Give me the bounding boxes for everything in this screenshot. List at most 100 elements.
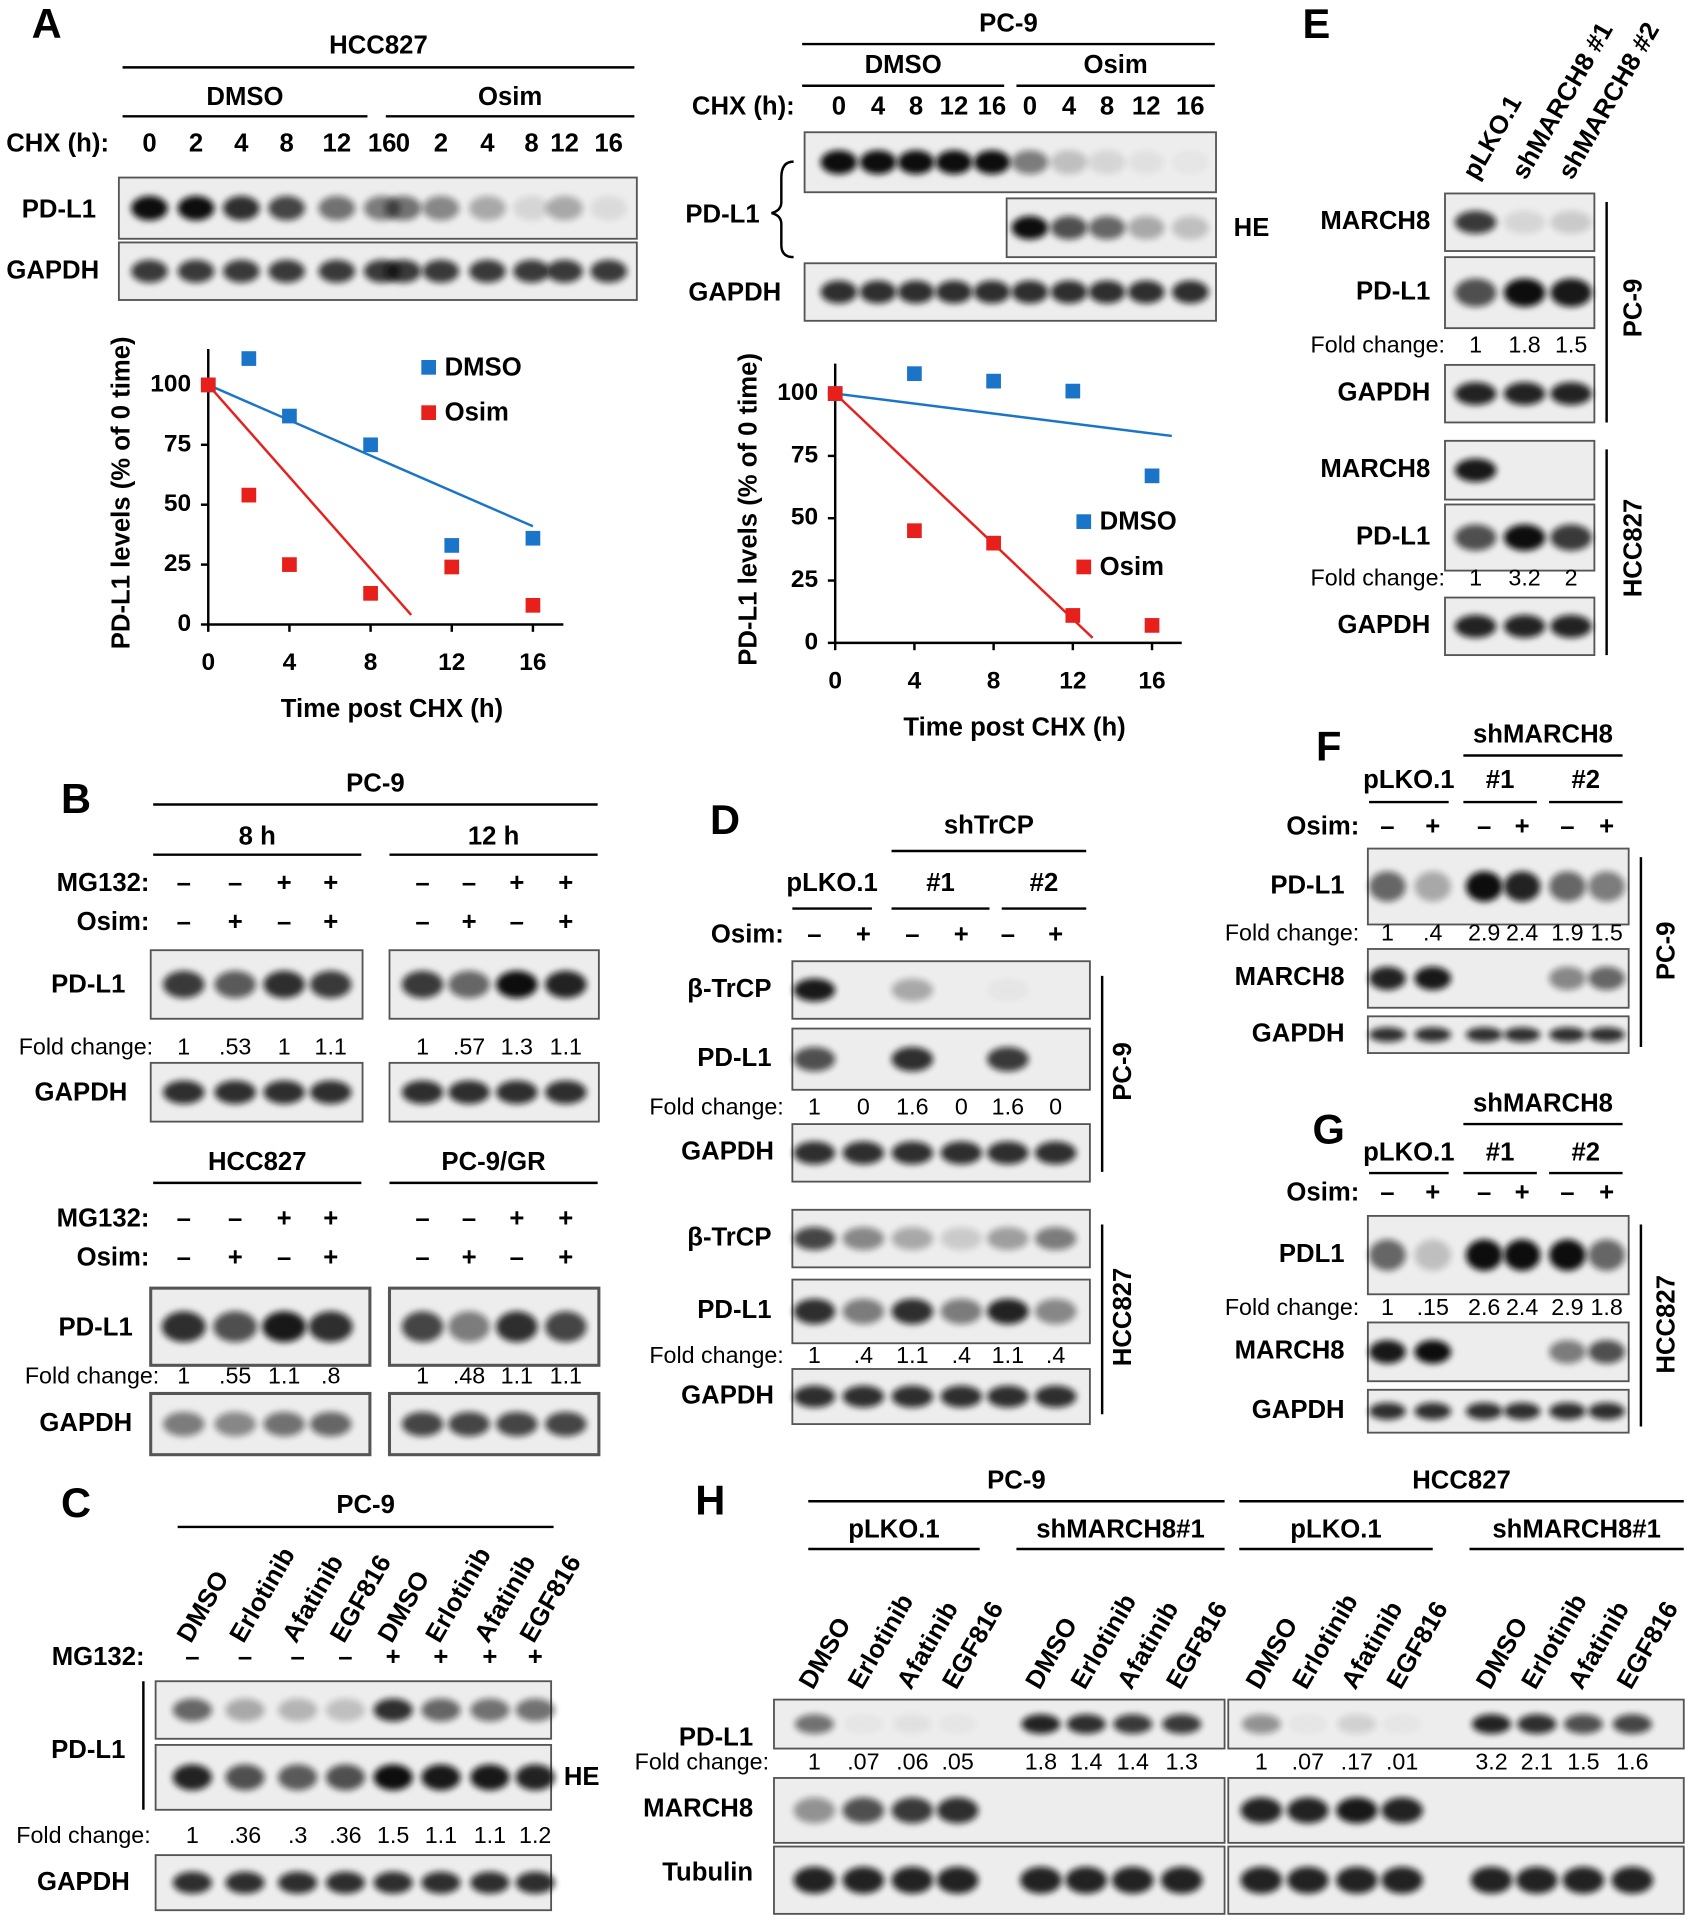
fold-label: Fold change: <box>19 1033 153 1059</box>
band <box>422 259 460 283</box>
fold-value: 2.1 <box>1521 1748 1553 1774</box>
band <box>373 1764 413 1791</box>
label: 2 <box>189 129 203 157</box>
label: PD-L1 <box>697 1296 771 1324</box>
fold-value: 1 <box>1469 564 1482 590</box>
band <box>859 280 897 304</box>
band <box>1414 871 1452 902</box>
group-header: Osim <box>1083 51 1147 79</box>
group-header: PC-9 <box>987 1466 1046 1494</box>
band <box>1414 1340 1452 1364</box>
group-header: PC-9 <box>346 770 405 798</box>
band <box>1454 210 1497 234</box>
label: + <box>462 908 477 936</box>
panel-letter: G <box>1312 1106 1344 1153</box>
legend-swatch <box>1076 559 1092 575</box>
fold-value: 1.5 <box>1567 1748 1599 1774</box>
band <box>1549 1239 1586 1271</box>
band <box>1503 1402 1541 1420</box>
fold-value: 1.2 <box>519 1822 551 1848</box>
label: + <box>323 869 338 897</box>
panel-letter: E <box>1303 0 1331 47</box>
band <box>1550 524 1592 551</box>
fold-value: 0 <box>857 1093 870 1119</box>
label: – <box>462 1204 476 1232</box>
band <box>1588 966 1625 991</box>
label: + <box>323 908 338 936</box>
band <box>513 195 550 221</box>
fold-value: 1 <box>808 1342 821 1368</box>
point <box>444 559 460 575</box>
band <box>325 1698 365 1722</box>
group-header: 8 h <box>239 822 276 850</box>
band <box>1588 1402 1625 1420</box>
band <box>422 195 460 221</box>
band <box>1369 1027 1406 1043</box>
label: MARCH8 <box>1320 455 1430 483</box>
blot <box>773 1845 1226 1915</box>
fold-value: 1 <box>1255 1748 1268 1774</box>
label: – <box>228 1204 242 1232</box>
label: HCC827 <box>1620 499 1648 598</box>
band <box>1517 1714 1557 1734</box>
y-tick-label: 25 <box>164 550 191 577</box>
band <box>987 1141 1029 1165</box>
fold-value: 1 <box>416 1363 429 1389</box>
point <box>907 366 922 381</box>
point <box>282 557 297 572</box>
band <box>793 1046 836 1072</box>
label: + <box>1599 813 1614 841</box>
band <box>421 1871 461 1894</box>
label: + <box>1425 813 1440 841</box>
panel-letter: D <box>710 796 740 843</box>
band <box>1337 1714 1377 1734</box>
band <box>1050 280 1088 304</box>
band <box>936 1797 979 1824</box>
band <box>1414 1239 1452 1271</box>
fold-value: 1.5 <box>1590 919 1622 945</box>
band <box>546 195 583 221</box>
label: – <box>291 1643 305 1671</box>
y-tick-label: 100 <box>150 370 191 397</box>
band <box>496 1411 538 1437</box>
band <box>214 970 257 999</box>
fold-value: 1 <box>1381 1294 1394 1320</box>
band <box>278 1871 318 1894</box>
fold-label: Fold change: <box>1311 332 1445 358</box>
band <box>1562 1866 1605 1894</box>
label: – <box>1477 1179 1491 1207</box>
label: GAPDH <box>1337 611 1430 639</box>
band <box>161 1311 206 1343</box>
label: – <box>177 1204 191 1232</box>
band <box>973 150 1011 175</box>
band <box>448 1411 490 1437</box>
band <box>891 1385 934 1408</box>
fold-label: Fold change: <box>25 1363 159 1389</box>
group-header: shMARCH8 <box>1473 721 1613 749</box>
group-header: pLKO.1 <box>1363 766 1454 794</box>
group-header: shMARCH8#1 <box>1036 1515 1205 1543</box>
trend-line <box>835 392 1172 438</box>
band <box>225 1871 265 1894</box>
band <box>793 1797 836 1824</box>
label: GAPDH <box>688 279 781 307</box>
label: 16 <box>594 129 623 157</box>
band <box>1549 966 1586 991</box>
label: MARCH8 <box>1235 1337 1345 1365</box>
trend-line <box>834 392 1094 639</box>
band <box>1088 216 1126 240</box>
label: – <box>1380 1179 1394 1207</box>
fold-value: 2.9 <box>1551 1294 1583 1320</box>
band <box>1034 1227 1077 1251</box>
group-header: #1 <box>1486 1138 1515 1166</box>
band <box>1172 150 1209 174</box>
x-tick-label: 4 <box>283 649 297 676</box>
point <box>1144 618 1160 633</box>
label: MG132: <box>52 1643 145 1671</box>
fold-value: .36 <box>329 1822 361 1848</box>
fold-value: .4 <box>1046 1342 1065 1368</box>
band <box>842 1227 885 1251</box>
band <box>172 1764 212 1791</box>
label: DMSO <box>172 1566 235 1647</box>
